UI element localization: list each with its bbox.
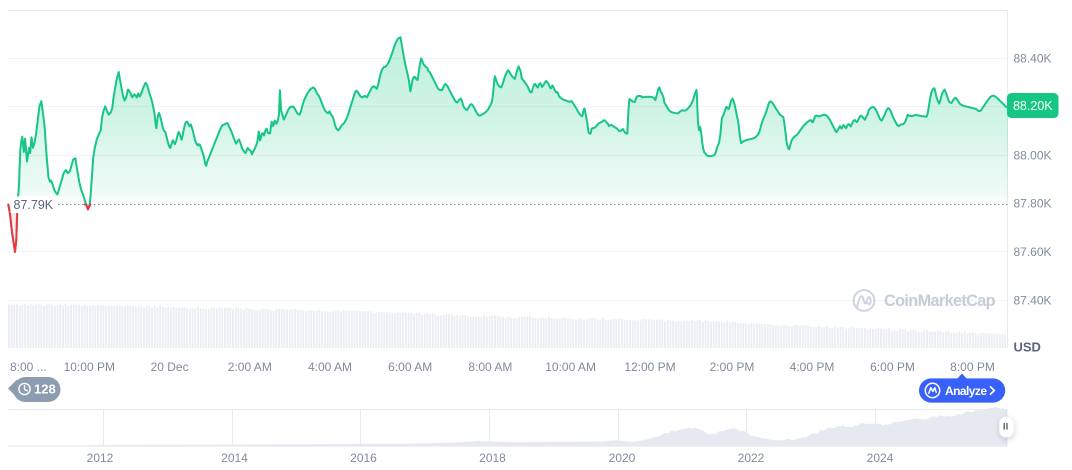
svg-text:8:00 ...: 8:00 ... xyxy=(10,360,47,374)
svg-text:10:00 PM: 10:00 PM xyxy=(64,360,115,374)
svg-text:2020: 2020 xyxy=(609,451,636,465)
svg-text:4:00 AM: 4:00 AM xyxy=(308,360,352,374)
svg-text:8:00 AM: 8:00 AM xyxy=(468,360,512,374)
svg-text:87.80K: 87.80K xyxy=(1014,197,1052,211)
svg-text:2022: 2022 xyxy=(738,451,765,465)
svg-text:2018: 2018 xyxy=(479,451,506,465)
svg-text:2014: 2014 xyxy=(221,451,248,465)
svg-text:4:00 PM: 4:00 PM xyxy=(790,360,835,374)
svg-text:CoinMarketCap: CoinMarketCap xyxy=(884,292,996,310)
svg-text:2024: 2024 xyxy=(867,451,894,465)
svg-text:2:00 AM: 2:00 AM xyxy=(228,360,272,374)
svg-text:8:00 PM: 8:00 PM xyxy=(950,360,995,374)
svg-text:6:00 PM: 6:00 PM xyxy=(870,360,915,374)
svg-text:87.79K: 87.79K xyxy=(14,198,54,212)
svg-text:2:00 PM: 2:00 PM xyxy=(710,360,755,374)
svg-text:87.40K: 87.40K xyxy=(1014,294,1052,308)
svg-text:2016: 2016 xyxy=(350,451,377,465)
svg-text:Analyze: Analyze xyxy=(945,384,987,398)
svg-text:2012: 2012 xyxy=(87,451,114,465)
svg-text:87.60K: 87.60K xyxy=(1014,245,1052,259)
svg-text:88.20K: 88.20K xyxy=(1013,99,1053,113)
svg-text:USD: USD xyxy=(1014,340,1041,355)
svg-text:10:00 AM: 10:00 AM xyxy=(545,360,596,374)
svg-text:88.40K: 88.40K xyxy=(1014,52,1052,66)
svg-text:88.00K: 88.00K xyxy=(1014,148,1052,162)
svg-text:6:00 AM: 6:00 AM xyxy=(388,360,432,374)
svg-text:20 Dec: 20 Dec xyxy=(151,360,189,374)
svg-text:128: 128 xyxy=(34,382,56,397)
svg-text:12:00 PM: 12:00 PM xyxy=(624,360,675,374)
